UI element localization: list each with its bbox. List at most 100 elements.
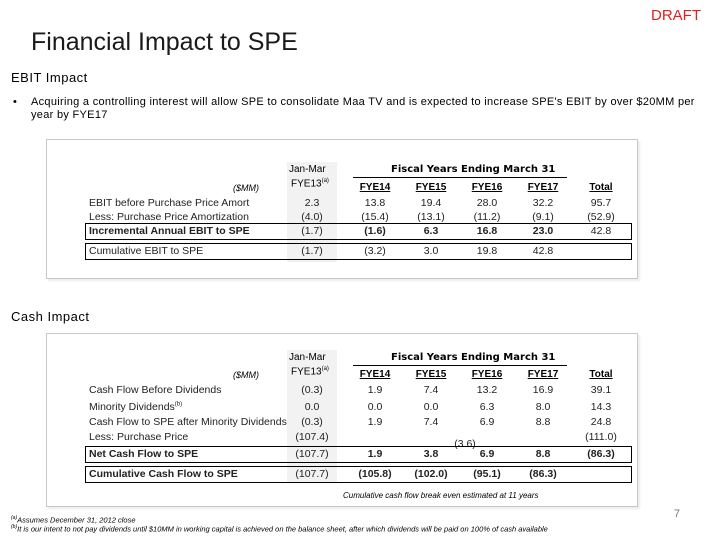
cash-cell: 39.1 (590, 384, 612, 396)
cash-row-label: Minority Dividends(b) (89, 401, 183, 413)
ebit-cell: 6.3 (423, 225, 439, 237)
ebit-row-label: Less: Purchase Price Amortization (89, 211, 249, 223)
cash-cell: (111.0) (585, 431, 617, 443)
cash-cell: 14.3 (590, 401, 612, 413)
cash-cell: 24.8 (590, 416, 612, 428)
jan-mar-shade (287, 162, 337, 262)
cash-cell: (95.1) (473, 468, 501, 480)
ebit-cell: (52.9) (587, 211, 615, 223)
ebit-cell: (1.6) (364, 225, 386, 237)
cash-cell: (107.4) (295, 431, 329, 443)
ebit-cell: 28.0 (476, 197, 498, 209)
ebit-cell: (1.7) (301, 225, 323, 237)
ebit-cell: (9.1) (532, 211, 554, 223)
cash-heading: Cash Impact (11, 309, 90, 324)
cash-cell: (107.7) (295, 468, 329, 480)
cash-cell: 8.8 (535, 416, 551, 428)
ebit-cell: 3.0 (423, 245, 439, 257)
cash-row-label: Net Cash Flow to SPE (89, 448, 199, 460)
ebit-row-label: Cumulative EBIT to SPE (89, 245, 204, 257)
bullet-marker: • (13, 96, 18, 108)
footnote-a: (a)Assumes December 31, 2012 close (11, 515, 136, 525)
ebit-cell: 42.8 (532, 245, 554, 257)
cash-row-label: Cash Flow to SPE after Minority Dividend… (89, 416, 287, 428)
cash-col-fye17: FYE17 (527, 369, 559, 380)
cash-row-label: Less: Purchase Price (89, 431, 189, 443)
cash-cell: 8.8 (535, 448, 551, 460)
ebit-col-total: Total (589, 182, 613, 193)
cash-units: ($MM) (233, 370, 259, 380)
ebit-cell: (11.2) (473, 211, 501, 223)
bullet-text: Acquiring a controlling interest will al… (31, 96, 695, 121)
cash-col-fye16: FYE16 (471, 369, 503, 380)
cash-cell: 1.9 (367, 416, 383, 428)
ebit-heading: EBIT Impact (11, 70, 88, 85)
cash-cell: 6.9 (479, 448, 495, 460)
cash-cell: (0.3) (301, 416, 323, 428)
cash-cell: 0.0 (423, 401, 439, 413)
ebit-cell: 13.8 (364, 197, 386, 209)
cash-cell: 16.9 (532, 384, 554, 396)
cash-cell: 6.3 (479, 401, 495, 413)
cash-cell: 3.8 (423, 448, 439, 460)
ebit-cell: 42.8 (590, 225, 612, 237)
cash-row-label: Cash Flow Before Dividends (89, 384, 222, 396)
cash-cell: (0.3) (301, 384, 323, 396)
ebit-fiscal-rule (353, 177, 567, 178)
break-even-caption: Cumulative cash flow break even estimate… (343, 491, 539, 500)
ebit-col-fye15: FYE15 (415, 182, 447, 193)
cash-row-label: Cumulative Cash Flow to SPE (89, 468, 238, 480)
ebit-cell: (1.7) (301, 245, 323, 257)
cash-cell: (107.7) (295, 448, 329, 460)
ebit-cumulative-box (85, 243, 632, 260)
cash-jan-mar: Jan-Mar (289, 352, 326, 363)
cash-cell: 1.9 (367, 448, 383, 460)
cash-fiscal-rule (353, 365, 567, 366)
cash-col-fye15: FYE15 (415, 369, 447, 380)
ebit-table-panel: Jan-Mar FYE13(a) ($MM) Fiscal Years Endi… (46, 139, 638, 279)
cash-cell: 6.9 (479, 416, 495, 428)
ebit-row-label: EBIT before Purchase Price Amort (89, 197, 250, 209)
ebit-row-label: Incremental Annual EBIT to SPE (89, 225, 250, 237)
ebit-jan-mar: Jan-Mar (289, 164, 326, 175)
ebit-fiscal-header: Fiscal Years Ending March 31 (391, 164, 556, 175)
ebit-col-fye14: FYE14 (359, 182, 391, 193)
cash-cell: (86.3) (529, 468, 557, 480)
cash-cell: (86.3) (587, 448, 615, 460)
ebit-cell: (3.2) (364, 245, 386, 257)
ebit-cell: (13.1) (417, 211, 445, 223)
footnote-b: (b)It is our intent to not pay dividends… (11, 524, 548, 534)
ebit-cell: 19.4 (420, 197, 442, 209)
ebit-cell: 23.0 (532, 225, 554, 237)
cash-cell: (105.8) (358, 468, 392, 480)
ebit-cell: 19.8 (476, 245, 498, 257)
ebit-incremental-box (85, 223, 632, 240)
ebit-cell: 95.7 (590, 197, 612, 209)
ebit-cell: 32.2 (532, 197, 554, 209)
cash-cell: 7.4 (423, 384, 439, 396)
ebit-col-fye16: FYE16 (471, 182, 503, 193)
page-number: 7 (673, 508, 680, 520)
cash-cell: (102.0) (414, 468, 448, 480)
cash-cell: 0.0 (304, 401, 320, 413)
jan-mar-shade (287, 350, 337, 482)
cash-cell: 7.4 (423, 416, 439, 428)
cash-col-total: Total (589, 369, 613, 380)
net-cash-box (85, 446, 632, 463)
cash-cell: 0.0 (367, 401, 383, 413)
cash-cell: 8.0 (535, 401, 551, 413)
ebit-col-fye17: FYE17 (527, 182, 559, 193)
cash-fiscal-header: Fiscal Years Ending March 31 (391, 352, 556, 363)
cash-fye13: FYE13(a) (291, 366, 329, 378)
cash-cell: 1.9 (367, 384, 383, 396)
cash-col-fye14: FYE14 (359, 369, 391, 380)
ebit-units: ($MM) (233, 183, 259, 193)
ebit-cell: (15.4) (361, 211, 389, 223)
cash-cell: (3.6) (454, 438, 476, 450)
ebit-cell: 16.8 (476, 225, 498, 237)
cumulative-cash-box (85, 466, 632, 483)
cash-table-panel: Jan-Mar FYE13(a) ($MM) Fiscal Years Endi… (46, 333, 638, 507)
cash-cell: 13.2 (476, 384, 498, 396)
ebit-cell: (4.0) (301, 211, 323, 223)
ebit-fye13: FYE13(a) (291, 178, 329, 190)
